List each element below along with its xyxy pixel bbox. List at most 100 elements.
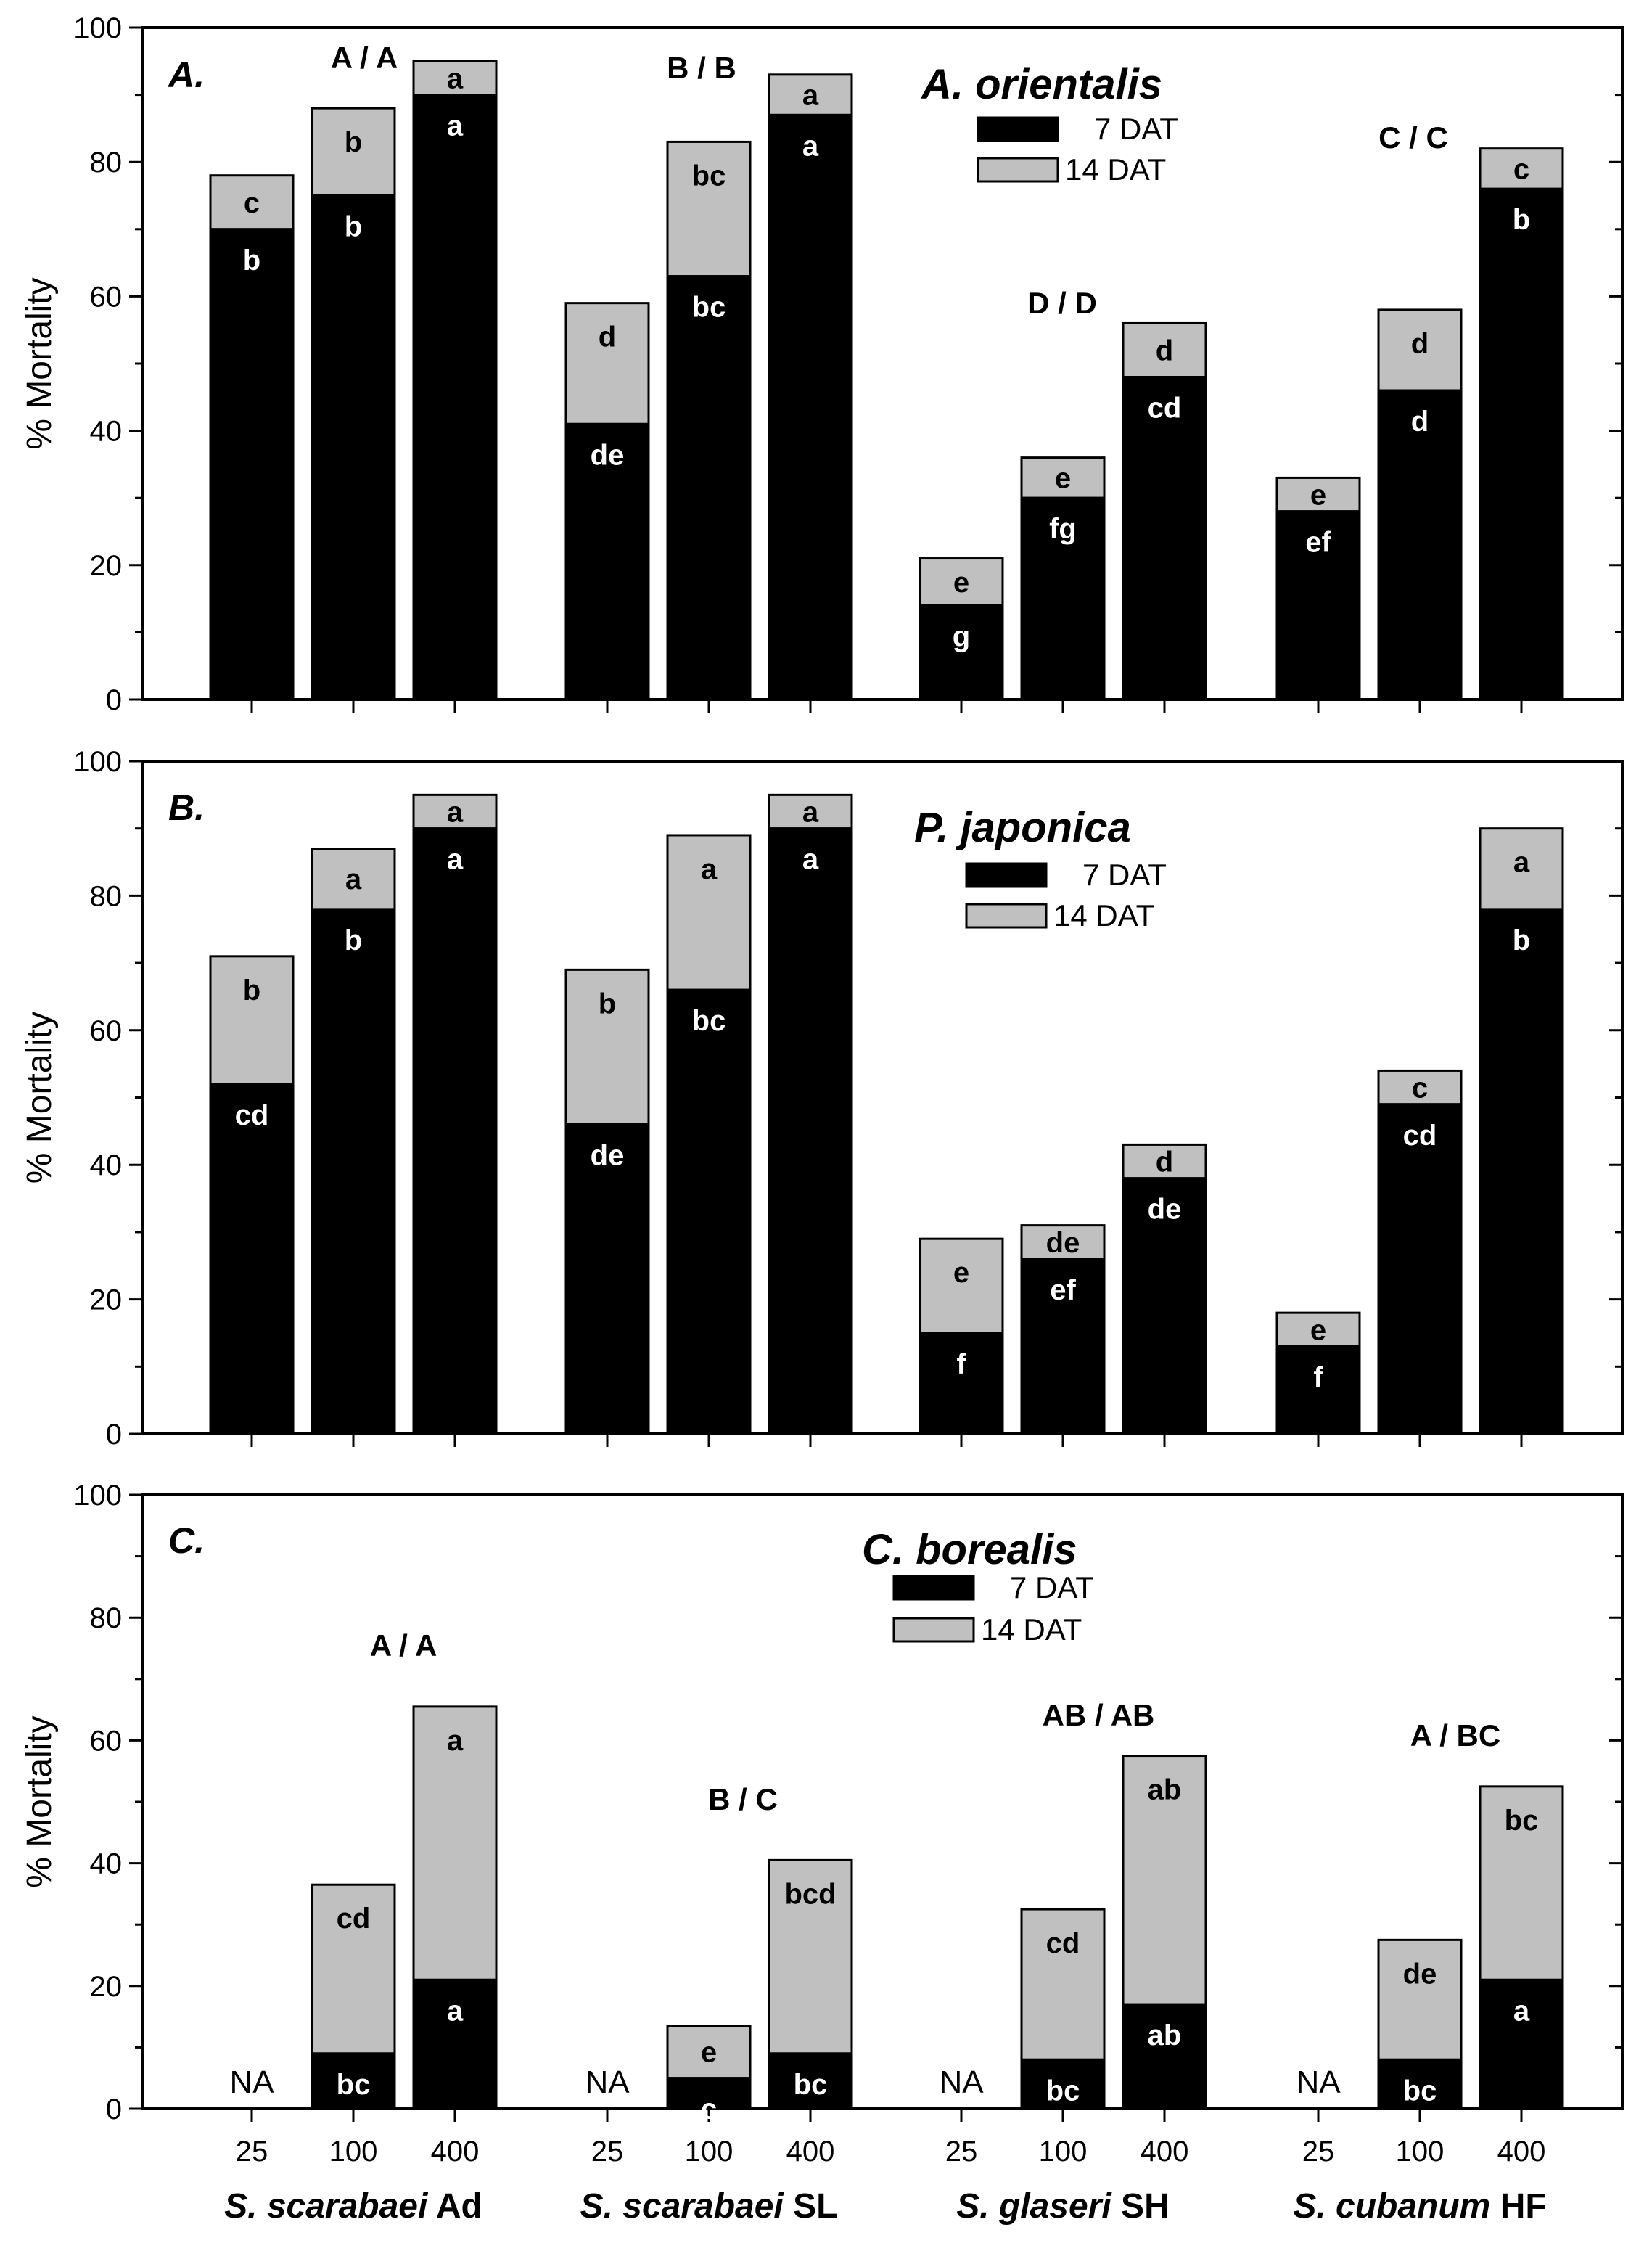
bar-14dat [311,1883,396,2055]
bar-14dat [1275,476,1361,513]
y-tick-label: 60 [90,1015,123,1047]
bar-label-7dat: f [1313,1361,1323,1393]
bar-14dat [1275,1311,1361,1348]
bar-label-14dat: de [1403,1958,1437,1990]
bar-label-14dat: e [701,2037,717,2069]
y-tick-label: 20 [90,1971,123,2003]
x-group-label: S. scarabaei SL [580,2187,838,2226]
bar-label-7dat: b [243,245,260,276]
bar-label-14dat: b [243,975,260,1006]
chart-title: P. japonica [914,804,1131,851]
bar-label-14dat: d [1156,1147,1173,1178]
x-group-label: S. glaseri SH [956,2187,1169,2226]
x-tick-label: 100 [1396,2136,1445,2168]
bar-7dat [1479,187,1564,701]
x-group-strain: Ad [427,2187,482,2226]
x-group-label: S. cubanum HF [1293,2187,1546,2226]
y-tick-label: 80 [90,1602,123,1634]
bar-label-7dat: b [345,211,362,243]
bar-label-14dat: bc [1505,1805,1539,1837]
bar-7dat [1275,510,1361,701]
bar-label-7dat: bc [692,1005,726,1037]
y-axis-label: % Mortality [20,277,59,449]
bar-label-14dat: a [802,797,819,829]
x-group-species: S. cubanum [1293,2187,1490,2226]
y-axis-label: % Mortality [20,1012,59,1184]
bar-label-7dat: cd [1148,393,1182,425]
na-label: NA [229,2064,274,2100]
y-tick-label: 80 [90,880,123,912]
bar-14dat [1020,1908,1106,2061]
y-tick-label: 80 [90,147,123,179]
bar-label-14dat: a [447,62,464,94]
chart-title: C. borealis [862,1526,1077,1573]
group-letter: C / C [1378,120,1448,155]
bar-label-14dat: a [345,864,362,895]
bar-label-7dat: a [447,844,464,876]
group-letter: B / C [708,1782,778,1816]
bar-label-7dat: a [1513,1995,1530,2027]
panel-label: A. [167,54,205,95]
bar-7dat [311,908,396,1435]
group-letter: D / D [1027,286,1097,320]
x-group-species: S. scarabaei [224,2187,429,2226]
bar-7dat [666,988,752,1435]
bar-label-14dat: e [953,1257,969,1289]
bar-14dat [412,60,498,97]
bar-7dat [1275,1345,1361,1435]
legend-label-14dat: 14 DAT [1053,898,1154,932]
panel-label: C. [168,1520,205,1561]
bar-label-14dat: d [1156,335,1173,366]
bar-7dat [412,94,498,701]
x-tick-label: 25 [236,2136,268,2168]
bar-label-14dat: e [1310,1314,1326,1346]
x-tick-label: 100 [1039,2136,1088,2168]
bar-label-7dat: cd [235,1099,269,1131]
bar-label-7dat: c [701,2094,717,2125]
legend-label-14dat: 14 DAT [1065,152,1166,186]
y-tick-label: 0 [106,684,122,716]
bar-label-7dat: a [802,130,819,162]
bar-7dat [1020,2058,1106,2110]
bar-label-14dat: cd [337,1903,371,1935]
y-tick-label: 20 [90,550,123,582]
x-tick-label: 25 [1302,2136,1335,2168]
bar-7dat [919,1332,1004,1435]
bar-7dat [919,604,1004,701]
x-tick-label: 100 [685,2136,733,2168]
bar-14dat [1377,1069,1463,1106]
legend-swatch-14dat [965,903,1048,929]
x-group-strain: HF [1490,2187,1546,2226]
bar-label-14dat: d [1411,328,1429,360]
y-tick-label: 60 [90,281,123,313]
x-tick-label: 400 [1141,2136,1189,2168]
x-group-species: S. glaseri [956,2187,1112,2226]
bar-label-7dat: ef [1050,1274,1076,1306]
legend: 7 DAT 14 DAT [892,1570,1094,1647]
bar-7dat [1122,1177,1207,1435]
bar-7dat [564,1123,650,1435]
bar-label-7dat: de [591,439,625,471]
bar-label-7dat: de [591,1140,625,1172]
bar-label-14dat: e [1055,462,1071,494]
bar-7dat [1377,1103,1463,1435]
bar-label-14dat: a [1513,847,1530,879]
bar-label-7dat: b [1513,204,1530,236]
bar-label-14dat: e [1310,480,1326,512]
bar-7dat [311,194,396,701]
x-tick-label: 25 [591,2136,624,2168]
bar-label-14dat: a [447,1725,464,1757]
chart-title: A. orientalis [920,61,1162,108]
bar-7dat [209,228,295,701]
y-tick-label: 0 [106,1419,122,1451]
group-letter: A / A [370,1628,437,1662]
legend-label-7dat: 7 DAT [1010,1570,1094,1604]
bar-label-14dat: de [1046,1227,1080,1259]
bar-14dat [666,2025,752,2080]
y-tick-label: 100 [73,1480,122,1512]
bar-14dat [412,793,498,830]
bar-label-14dat: cd [1046,1927,1080,1959]
bar-label-14dat: ab [1148,1774,1182,1806]
bar-7dat [209,1083,295,1435]
